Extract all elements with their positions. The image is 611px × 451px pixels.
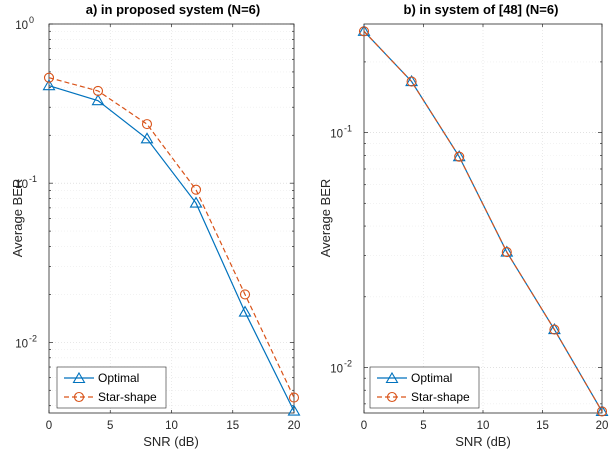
- data-point-triangle: [287, 404, 301, 416]
- y-axis-label: Average BER: [10, 179, 25, 258]
- data-point-circle: [288, 392, 300, 403]
- y-tick-base: 10: [15, 20, 28, 32]
- y-tick-base: 10: [330, 129, 343, 141]
- y-ticks: 10-110-2: [330, 61, 602, 405]
- legend-box: [369, 366, 480, 409]
- data-point-circle: [43, 72, 55, 83]
- data-point-circle: [190, 184, 202, 195]
- grid: [49, 23, 294, 413]
- x-axis-label: SNR (dB): [143, 434, 199, 449]
- x-tick-label: 10: [165, 420, 178, 432]
- x-tick-label: 15: [536, 420, 549, 432]
- y-tick-exponent: 0: [29, 15, 34, 25]
- x-ticks: 0 5 10 15 20: [46, 24, 301, 432]
- y-tick-label: 10: [15, 179, 28, 191]
- data-point-circle: [549, 324, 560, 335]
- data-point-triangle: [42, 79, 56, 91]
- x-axis-label: SNR (dB): [455, 434, 511, 449]
- legend-marker-triangle: [385, 371, 399, 384]
- x-tick-label: 5: [107, 420, 113, 432]
- legend-box: [56, 366, 167, 409]
- legend-marker-circle: [386, 391, 398, 403]
- x-tick-label: 15: [226, 420, 239, 432]
- legend-label-star: Star-shape: [98, 390, 157, 404]
- series-line-star-shape: [363, 30, 603, 412]
- data-point-triangle: [189, 196, 203, 208]
- chart-title: b) in system of [48] (N=6): [404, 2, 559, 17]
- data-point-triangle: [238, 305, 252, 317]
- x-tick-label: 10: [477, 420, 490, 432]
- legend-marker-triangle: [72, 371, 86, 384]
- x-tick-label: 20: [288, 420, 301, 432]
- y-tick-label: 10: [15, 20, 28, 32]
- y-tick-exponent: -2: [344, 358, 352, 368]
- series-markers: [357, 24, 609, 417]
- y-tick-label: 10: [330, 129, 343, 141]
- data-point-circle: [239, 289, 251, 300]
- series-markers: [42, 72, 301, 416]
- chart-title: a) in proposed system (N=6): [86, 2, 260, 17]
- legend-label-optimal: Optimal: [98, 371, 139, 385]
- y-tick-base: 10: [330, 363, 343, 375]
- series-lines: [48, 77, 295, 412]
- y-tick-exponent: -2: [29, 333, 37, 343]
- y-tick-exponent: -1: [29, 174, 37, 184]
- chart-panel-b: b) in system of [48] (N=6) 0 5 10 15 20 10 -1…: [318, 2, 609, 449]
- y-tick-base: 10: [15, 338, 28, 350]
- y-tick-base: 10: [15, 179, 28, 191]
- series-line-optimal: [48, 85, 295, 412]
- x-ticks: 0 5 10 15 20: [361, 24, 609, 432]
- y-tick-label: 10: [330, 363, 343, 375]
- data-point-circle: [92, 85, 104, 96]
- data-point-circle: [596, 406, 608, 417]
- legend-label-star: Star-shape: [411, 390, 470, 404]
- legend: Optimal Star-shape: [56, 366, 167, 409]
- data-point-circle: [406, 76, 417, 87]
- data-point-triangle: [91, 94, 105, 106]
- x-tick-label: 0: [46, 420, 52, 432]
- chart-panel-a: a) in proposed system (N=6) 0 5 10 15 20 10 0…: [10, 2, 301, 449]
- data-point-circle: [358, 26, 370, 37]
- x-tick-label: 20: [596, 420, 609, 432]
- y-tick-exponent: -1: [344, 124, 352, 134]
- x-tick-label: 0: [361, 420, 367, 432]
- series-line-star-shape: [48, 77, 295, 398]
- data-point-circle: [454, 151, 465, 162]
- y-axis-label: Average BER: [318, 179, 333, 258]
- legend-label-optimal: Optimal: [411, 371, 452, 385]
- series-lines: [363, 30, 603, 412]
- data-point-circle: [141, 119, 153, 130]
- x-tick-label: 5: [420, 420, 426, 432]
- data-point-circle: [501, 247, 512, 258]
- legend-marker-circle: [73, 391, 85, 403]
- data-point-triangle: [140, 132, 154, 144]
- legend: Optimal Star-shape: [369, 366, 480, 409]
- y-tick-label: 10: [15, 338, 28, 350]
